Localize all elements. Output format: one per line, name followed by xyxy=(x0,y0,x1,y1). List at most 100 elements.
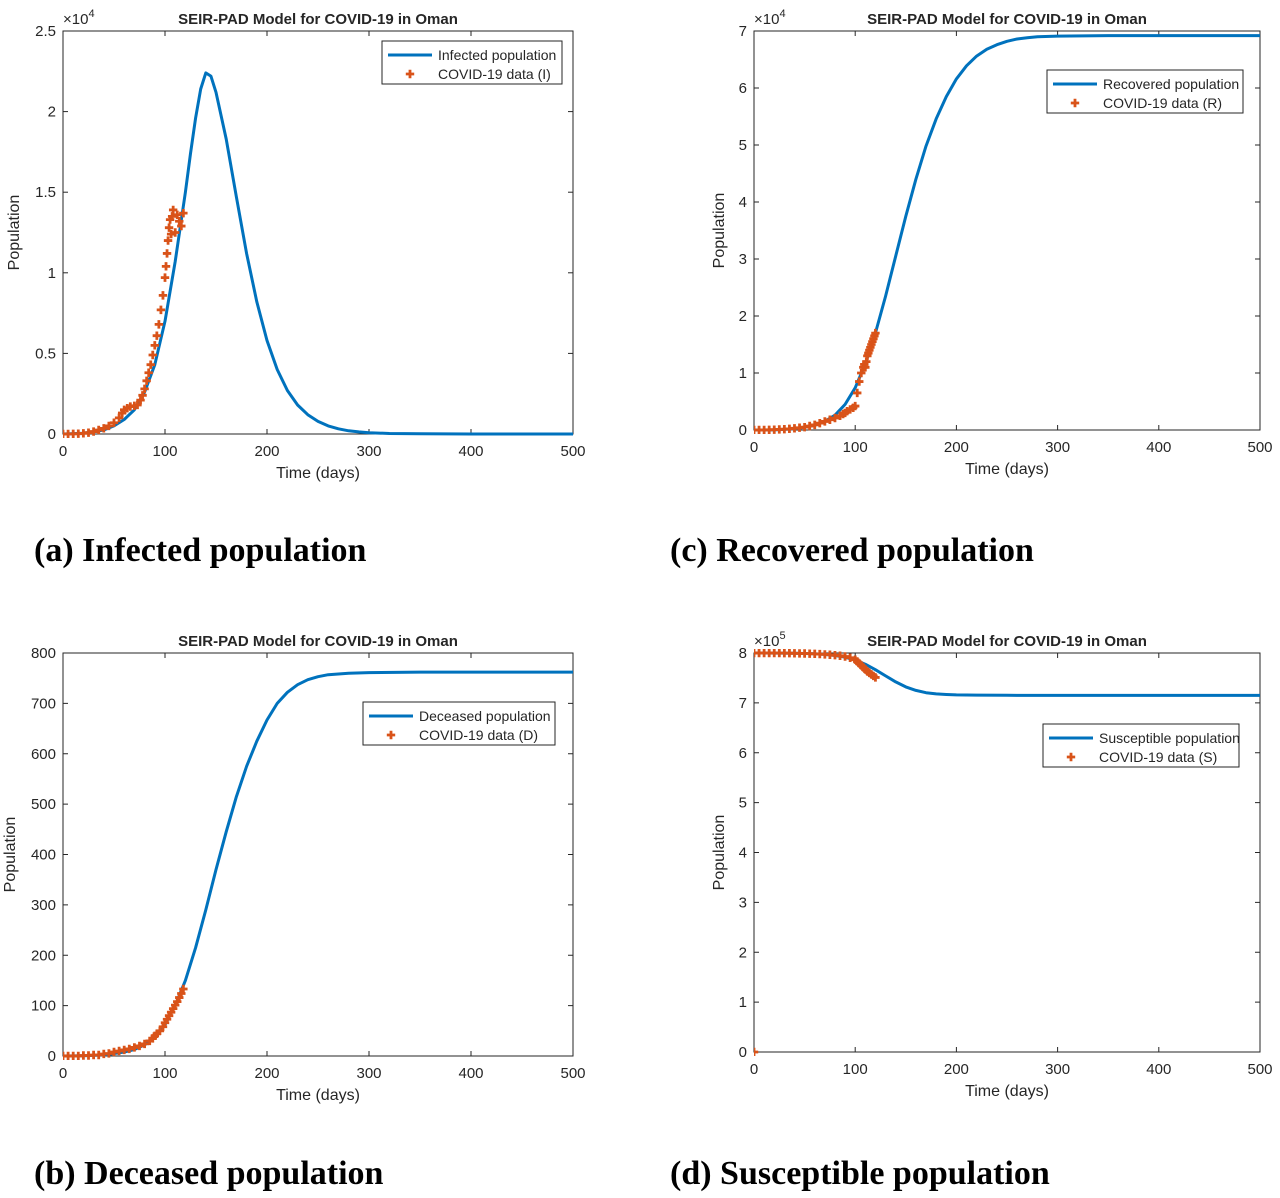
x-tick-label: 0 xyxy=(750,439,758,456)
chart-infected: 0 100 200 300 400 500 0 0.5 1 1.5 2 2.5 ×104 SEIR-PAD… xyxy=(6,8,586,482)
y-exponent-label: ×104 xyxy=(754,8,786,28)
y-tick-label: 1.5 xyxy=(35,184,56,201)
y-tick-label: 500 xyxy=(31,796,56,813)
data-point xyxy=(99,424,108,433)
data-points xyxy=(754,649,880,1056)
y-tick-label: 2 xyxy=(739,944,747,961)
data-point xyxy=(855,377,864,386)
data-points xyxy=(754,328,880,434)
legend-label: COVID-19 data (D) xyxy=(419,727,538,743)
x-axis-label: Time (days) xyxy=(276,1087,360,1104)
data-point xyxy=(89,427,98,436)
data-point xyxy=(144,368,153,377)
data-point xyxy=(160,273,170,282)
x-tick-label: 100 xyxy=(843,1061,868,1078)
chart-panel-recovered: 0 100 200 300 400 500 0 1 2 3 4 5 6 7 ×104 SEIR-PAD Mod… xyxy=(640,0,1280,500)
data-point xyxy=(138,391,147,400)
data-point xyxy=(148,350,157,360)
y-exponent-power: 4 xyxy=(88,8,94,20)
x-axis-label: Time (days) xyxy=(965,461,1049,478)
y-tick-label: 1 xyxy=(739,994,747,1011)
x-tick-label: 0 xyxy=(59,1065,67,1082)
y-tick-label: 0 xyxy=(739,1044,747,1061)
legend: Susceptible population COVID-19 data (S) xyxy=(1042,723,1240,768)
data-point xyxy=(104,1049,114,1058)
x-tick-label: 200 xyxy=(944,1061,969,1078)
legend-marker-swatch xyxy=(386,730,396,740)
model-curve xyxy=(754,34,1260,432)
y-exponent-power: 4 xyxy=(779,8,785,20)
legend-box xyxy=(1046,69,1244,114)
data-point xyxy=(135,1041,144,1051)
y-tick-label: 0 xyxy=(48,1048,56,1065)
x-tick-label: 400 xyxy=(1146,439,1171,456)
legend-label: COVID-19 data (R) xyxy=(1103,95,1222,111)
data-point xyxy=(853,388,862,398)
legend-label: Infected population xyxy=(438,47,556,63)
y-tick-label: 6 xyxy=(739,745,747,762)
plot-area xyxy=(62,30,574,435)
x-tick-label: 400 xyxy=(458,443,483,460)
legend-label: Recovered population xyxy=(1103,76,1239,92)
data-point xyxy=(152,331,162,340)
data-point xyxy=(162,249,172,258)
legend-label: Susceptible population xyxy=(1099,730,1240,746)
y-tick-label: 800 xyxy=(31,645,56,662)
data-point xyxy=(857,368,866,378)
x-tick-label: 0 xyxy=(59,443,67,460)
x-tick-label: 500 xyxy=(560,443,585,460)
data-point xyxy=(125,1044,134,1054)
y-tick-label: 7 xyxy=(739,23,747,40)
chart-panel-susceptible: 0 100 200 300 400 500 0 1 2 3 4 5 6 7 8 ×105 SEIR-PAD Mo… xyxy=(640,622,1280,1122)
y-axis-label: Population xyxy=(711,193,728,269)
data-point xyxy=(820,417,830,426)
x-tick-label: 200 xyxy=(254,1065,279,1082)
chart-panel-infected: 0 100 200 300 400 500 0 0.5 1 1.5 2 2.5 ×104 SEIR-PAD… xyxy=(0,0,640,500)
caption-susceptible: (d) Susceptible population xyxy=(670,1155,1050,1192)
y-exponent-power: 5 xyxy=(779,630,785,642)
data-points xyxy=(63,984,188,1060)
data-point xyxy=(179,208,188,218)
x-axis-label: Time (days) xyxy=(965,1083,1049,1100)
y-exponent-label: ×104 xyxy=(63,8,95,28)
data-point xyxy=(140,384,149,394)
x-tick-label: 300 xyxy=(1045,1061,1070,1078)
y-exponent-base: ×10 xyxy=(754,633,779,650)
y-tick-label: 400 xyxy=(31,847,56,864)
data-point xyxy=(754,1047,759,1056)
data-point xyxy=(177,221,186,231)
caption-deceased: (b) Deceased population xyxy=(34,1155,384,1192)
data-point xyxy=(171,228,180,237)
data-point xyxy=(164,223,174,232)
x-tick-label: 500 xyxy=(1247,1061,1272,1078)
y-tick-label: 0 xyxy=(739,422,747,439)
data-point xyxy=(161,262,171,271)
x-tick-label: 400 xyxy=(1146,1061,1171,1078)
data-point xyxy=(871,328,880,338)
y-tick-label: 8 xyxy=(739,645,747,662)
data-point xyxy=(146,360,155,369)
data-point xyxy=(815,418,824,428)
legend: Deceased population COVID-19 data (D) xyxy=(362,701,556,746)
plot-area xyxy=(753,652,1261,1053)
legend: Infected population COVID-19 data (I) xyxy=(381,40,563,85)
y-axis-label: Population xyxy=(711,815,728,891)
x-tick-label: 200 xyxy=(944,439,969,456)
data-point xyxy=(168,205,178,215)
y-tick-label: 0.5 xyxy=(35,345,56,362)
series-group xyxy=(63,670,573,1060)
y-tick-label: 4 xyxy=(739,845,747,862)
y-tick-label: 2 xyxy=(48,104,56,121)
y-tick-label: 6 xyxy=(739,80,747,97)
y-tick-label: 700 xyxy=(31,695,56,712)
data-point xyxy=(114,413,124,423)
y-tick-label: 1 xyxy=(48,265,56,282)
legend-marker-swatch xyxy=(1066,752,1076,762)
y-tick-label: 7 xyxy=(739,695,747,712)
y-tick-label: 200 xyxy=(31,947,56,964)
legend: Recovered population COVID-19 data (R) xyxy=(1046,69,1244,114)
data-point xyxy=(830,413,840,423)
data-point xyxy=(150,341,159,350)
data-point xyxy=(177,989,186,998)
